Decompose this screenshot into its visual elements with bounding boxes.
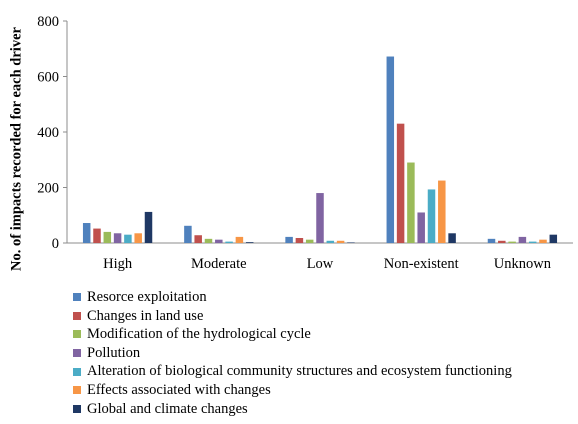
bar — [427, 189, 436, 243]
bar — [245, 242, 254, 243]
legend-label: Effects associated with changes — [87, 381, 271, 398]
bar — [215, 239, 223, 243]
bar — [305, 239, 314, 243]
y-tick-label: 600 — [37, 70, 59, 86]
legend-item: Effects associated with changes — [73, 381, 512, 400]
legend-label: Modification of the hydrological cycle — [87, 326, 311, 343]
bar — [285, 236, 293, 243]
bar — [113, 233, 122, 243]
bar — [508, 241, 516, 243]
bar — [235, 236, 244, 243]
legend-item: Global and climate changes — [73, 400, 512, 419]
legend-item: Alteration of biological community struc… — [73, 362, 512, 381]
bar — [539, 239, 547, 243]
legend: Resorce exploitation Changes in land use M… — [73, 288, 512, 418]
legend-swatch — [73, 404, 81, 413]
legend-item: Resorce exploitation — [73, 288, 512, 307]
legend-item: Pollution — [73, 344, 512, 363]
bar — [498, 240, 506, 243]
bar — [204, 238, 213, 243]
x-tick-label: Low — [307, 256, 334, 272]
bar — [144, 211, 153, 243]
plot-area: 0 200 400 600 800 High Moderate Low Non-existent… — [37, 14, 573, 272]
bar — [82, 223, 91, 243]
bar — [386, 56, 395, 243]
bar — [448, 233, 456, 243]
bar — [124, 234, 132, 243]
bar — [528, 241, 537, 243]
bar — [549, 234, 558, 243]
bar — [518, 236, 527, 243]
bar — [326, 240, 335, 243]
legend-swatch — [73, 293, 81, 302]
x-tick-label: High — [103, 256, 133, 272]
legend-swatch — [73, 330, 81, 339]
bar — [438, 180, 446, 243]
bar — [225, 241, 233, 243]
bar — [407, 162, 415, 243]
y-tick-label: 800 — [37, 14, 59, 30]
bar — [134, 233, 142, 243]
bar — [93, 228, 101, 243]
x-tick-label: Unknown — [494, 256, 552, 272]
y-tick-label: 0 — [52, 236, 59, 252]
bar — [336, 240, 345, 243]
bar — [417, 212, 425, 243]
bar — [316, 193, 324, 243]
y-tick-label: 400 — [37, 125, 59, 141]
legend-label: Changes in land use — [87, 307, 204, 324]
x-tick-label: Moderate — [191, 256, 247, 272]
legend-swatch — [73, 367, 81, 376]
legend-label: Resorce exploitation — [87, 289, 207, 305]
legend-item: Modification of the hydrological cycle — [73, 325, 512, 344]
legend-label: Global and climate changes — [87, 400, 248, 417]
bar — [295, 238, 304, 243]
legend-label: Pollution — [87, 344, 141, 361]
legend-swatch — [73, 386, 81, 395]
y-tick-label: 200 — [37, 181, 59, 197]
bar — [487, 238, 496, 243]
x-tick-label: Non-existent — [384, 256, 459, 272]
bar — [396, 123, 405, 243]
legend-label: Alteration of biological community struc… — [87, 363, 512, 380]
bar — [103, 231, 112, 243]
bar — [184, 225, 192, 243]
bar — [194, 235, 202, 243]
legend-swatch — [73, 311, 81, 320]
legend-item: Changes in land use — [73, 307, 512, 326]
legend-swatch — [73, 349, 81, 358]
bar — [347, 242, 355, 243]
